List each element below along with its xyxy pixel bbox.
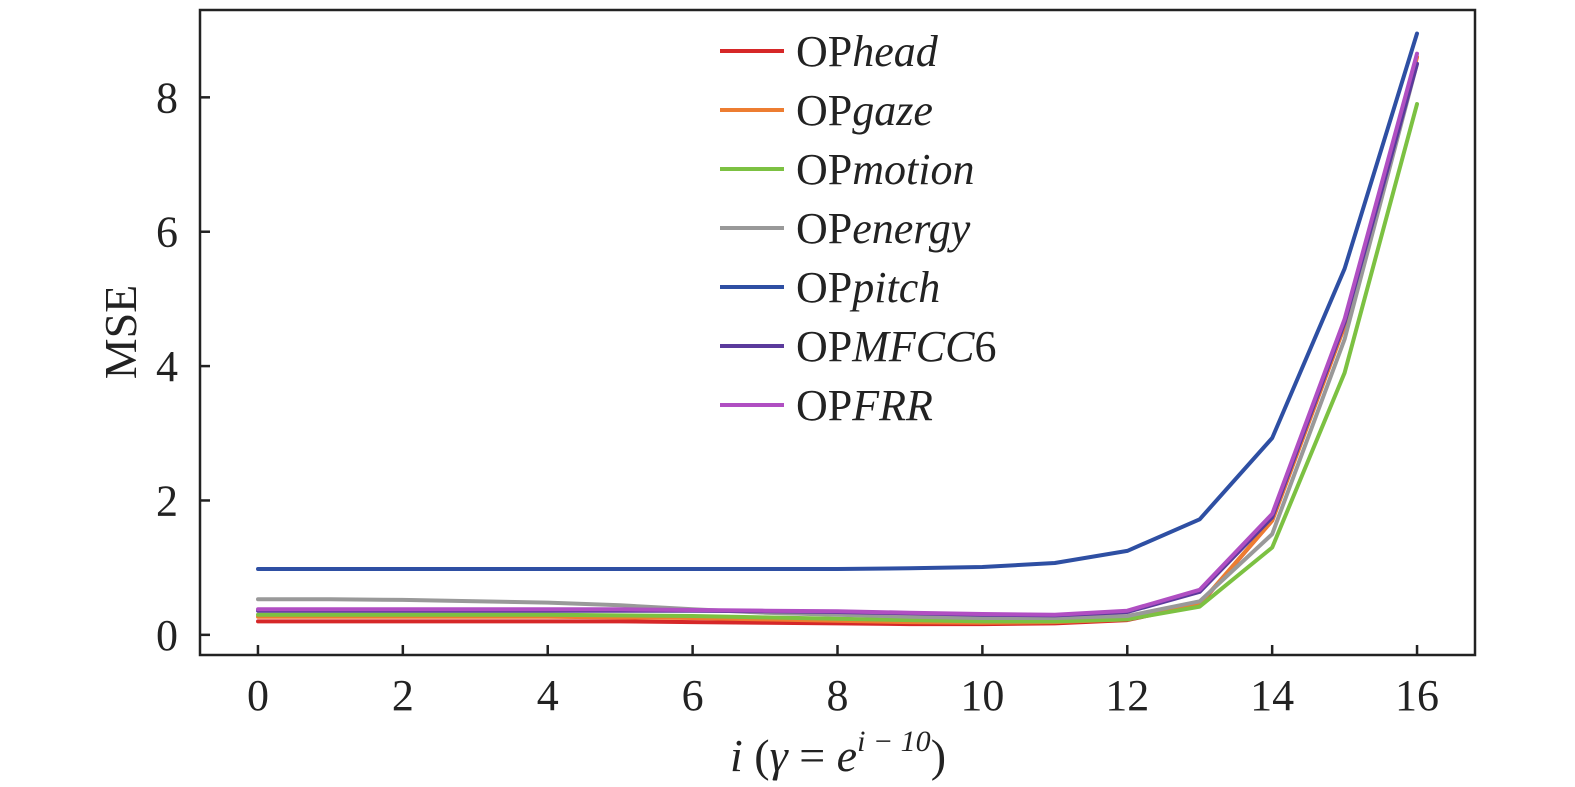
legend-label: OPpitch <box>796 263 940 312</box>
legend-label: OPgaze <box>796 86 933 135</box>
legend-label: OPmotion <box>796 145 974 194</box>
series-line-oppitch <box>256 31 1419 571</box>
legend-item-openergy: OPenergy <box>720 204 971 253</box>
legend: OPhead OPgaze OPmotion OPenergy OPpitch OPMFC… <box>720 27 996 430</box>
legend-label: OPMFCC6 <box>796 322 996 371</box>
legend-item-opfrr: OPFRR <box>720 381 933 430</box>
legend-item-ophead: OPhead <box>720 27 939 76</box>
y-tick-label: 0 <box>156 611 178 660</box>
y-tick-label: 4 <box>156 342 178 391</box>
x-tick-label: 16 <box>1395 671 1439 720</box>
x-tick-label: 10 <box>960 671 1004 720</box>
y-tick-label: 8 <box>156 73 178 122</box>
legend-item-opgaze: OPgaze <box>720 86 933 135</box>
legend-item-opmfcc6: OPMFCC6 <box>720 322 996 371</box>
y-axis-title: MSE <box>95 285 146 380</box>
series-layer <box>256 31 1419 627</box>
legend-item-oppitch: OPpitch <box>720 263 940 312</box>
y-tick-label: 6 <box>156 208 178 257</box>
x-tick-label: 6 <box>682 671 704 720</box>
x-axis-title: i (γ = ei − 10) <box>730 725 946 781</box>
x-tick-label: 4 <box>537 671 559 720</box>
ticks-layer: 0 2 4 6 8 10 12 14 16 0 2 4 6 8 <box>156 73 1439 720</box>
legend-item-opmotion: OPmotion <box>720 145 974 194</box>
series-line-openergy <box>256 61 1419 620</box>
series-line-opmotion <box>256 102 1419 624</box>
legend-label: OPenergy <box>796 204 971 253</box>
legend-label: OPhead <box>796 27 939 76</box>
legend-label: OPFRR <box>796 381 933 430</box>
x-tick-label: 0 <box>247 671 269 720</box>
x-tick-label: 12 <box>1105 671 1149 720</box>
x-tick-label: 2 <box>392 671 414 720</box>
y-tick-label: 2 <box>156 476 178 525</box>
series-line-opfrr <box>256 51 1419 617</box>
x-tick-label: 14 <box>1250 671 1294 720</box>
x-tick-label: 8 <box>827 671 849 720</box>
